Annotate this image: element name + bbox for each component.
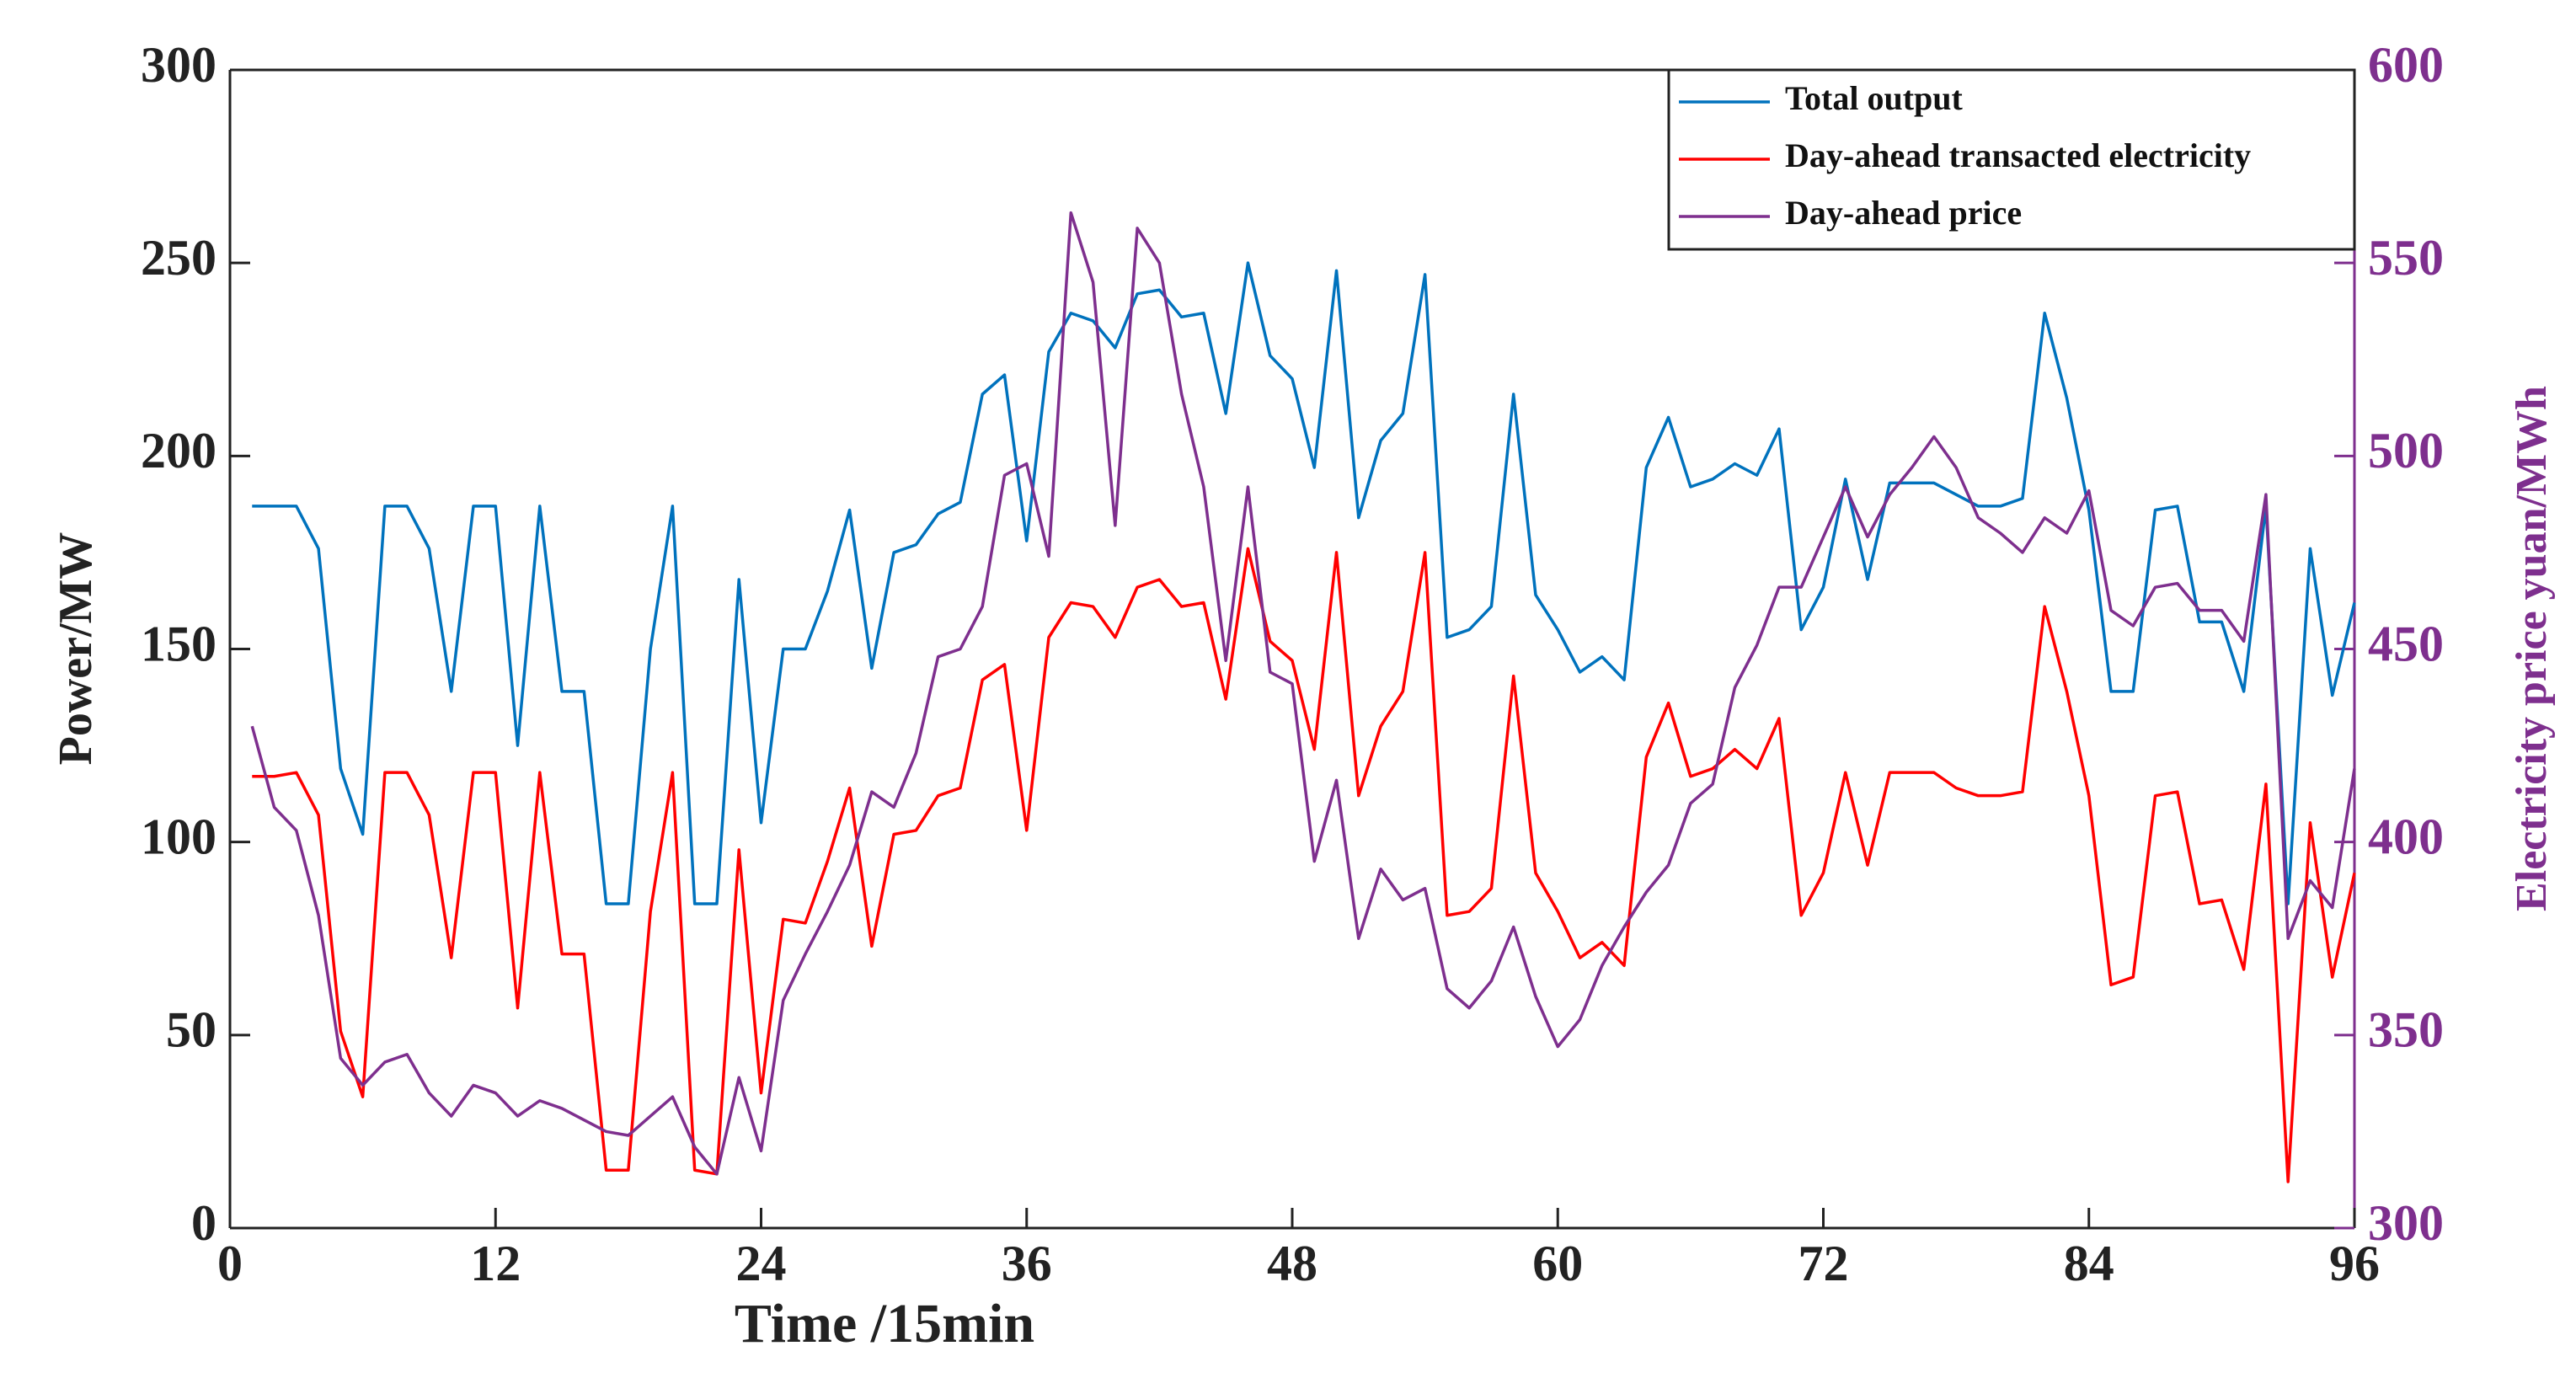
y-tick-label: 300 (141, 37, 216, 93)
x-tick-label: 12 (470, 1236, 521, 1291)
y-tick-label: 0 (191, 1195, 216, 1251)
x-tick-label: 36 (1002, 1236, 1052, 1291)
y-tick-label: 50 (166, 1002, 216, 1058)
x-tick-label: 24 (736, 1236, 787, 1291)
data-line (252, 547, 2356, 1183)
legend-box (1667, 68, 2356, 251)
legend-label: Total output (1785, 79, 1964, 117)
y2-tick-label: 500 (2368, 423, 2444, 478)
data-line (252, 261, 2356, 905)
y-tick-label: 250 (141, 230, 216, 286)
y-axis-title: Power/MW (50, 532, 102, 766)
y-tick-label: 200 (141, 423, 216, 478)
y2-axis-title: Electricity price yuan/MWh (2508, 386, 2556, 911)
y2-tick-label: 450 (2368, 616, 2444, 671)
y2-tick-label: 600 (2368, 37, 2444, 93)
y2-tick-label: 400 (2368, 809, 2444, 864)
x-tick-label: 72 (1798, 1236, 1849, 1291)
data-line (250, 211, 2356, 1176)
y2-tick-label: 300 (2368, 1195, 2444, 1251)
legend-label: Day-ahead transacted electricity (1785, 136, 2251, 174)
x-tick-label: 84 (2064, 1236, 2114, 1291)
y-tick-label: 150 (141, 616, 216, 671)
legend-label: Day-ahead price (1785, 194, 2022, 232)
y2-tick-label: 350 (2368, 1002, 2444, 1058)
x-tick-label: 96 (2329, 1236, 2380, 1291)
x-axis-title: Time /15min (735, 1293, 1034, 1354)
x-tick-label: 48 (1267, 1236, 1317, 1291)
x-tick-label: 60 (1532, 1236, 1583, 1291)
y2-tick-label: 550 (2368, 230, 2444, 286)
y-tick-label: 100 (141, 809, 216, 864)
x-tick-label: 0 (217, 1236, 243, 1291)
